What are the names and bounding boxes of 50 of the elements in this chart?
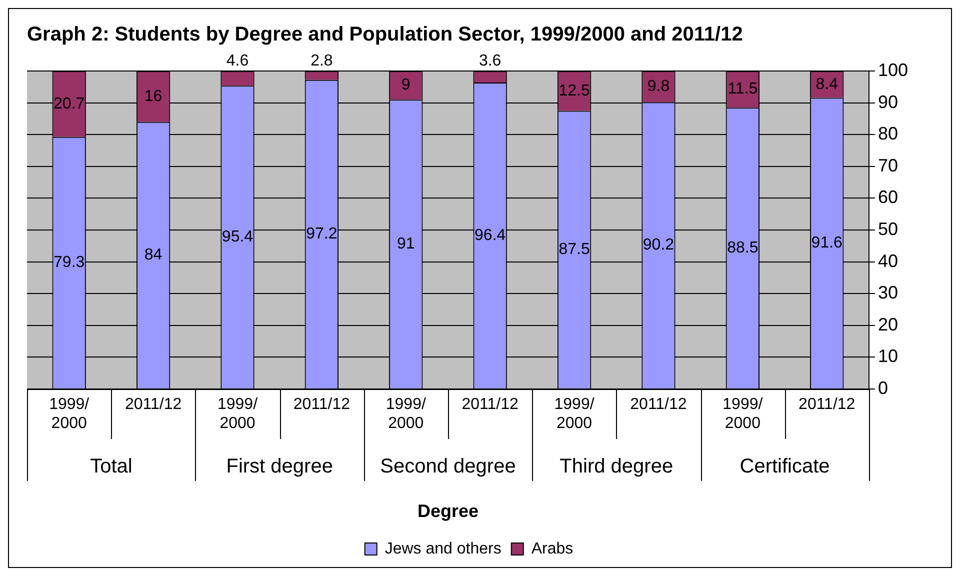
y-tick-label: 100 [878, 60, 908, 80]
x-tick-label: 1999/2000 [722, 396, 764, 432]
x-tick-label: 1999/2000 [49, 396, 90, 432]
x-tick-label: 2011/12 [124, 396, 182, 414]
x-tick-label: 1999/2000 [217, 396, 258, 432]
text: Second degree [380, 456, 516, 478]
y-tick-label: 90 [878, 92, 898, 112]
data-label: 91.6 [811, 234, 843, 252]
data-label: 4.6 [226, 52, 249, 70]
data-label: 96.4 [474, 226, 506, 244]
text: Third degree [560, 456, 674, 478]
legend-label: Jews and others [384, 540, 502, 558]
data-label: 11.5 [728, 80, 758, 98]
text: Certificate [740, 456, 830, 478]
data-label: 8.4 [816, 76, 838, 93]
data-label: 3.6 [478, 52, 502, 70]
x-tick-label: 2011/12 [798, 396, 856, 414]
x-tick-label: 1999/2000 [386, 396, 426, 432]
data-label: 2.8 [310, 52, 333, 70]
data-label: 16 [144, 88, 162, 105]
y-tick-label: 30 [878, 282, 898, 303]
data-label: 97.2 [306, 226, 338, 243]
data-label: 88.5 [727, 239, 758, 256]
y-tick-label: 80 [878, 124, 898, 144]
y-tick-label: 0 [878, 378, 888, 398]
x-tick-label: 2011/12 [293, 396, 350, 414]
y-tick-label: 40 [878, 250, 898, 271]
data-label: 91 [396, 235, 415, 252]
data-label: 9.8 [647, 78, 670, 95]
y-tick-label: 50 [878, 218, 898, 239]
data-label: 90.2 [642, 236, 674, 254]
data-label: 84 [144, 246, 162, 264]
chart-title: Graph 2: Students by Degree and Population Sector, 1999/2000 and 2011/12 [27, 24, 743, 46]
y-tick-label: 10 [878, 346, 898, 366]
x-tick-label: 2011/12 [630, 396, 687, 414]
data-label: 12.5 [558, 82, 590, 100]
y-tick-label: 20 [878, 314, 898, 334]
x-axis-title: Degree [417, 501, 478, 522]
y-tick-label: 60 [878, 187, 898, 208]
data-label: 95.4 [222, 228, 254, 246]
x-tick-label: 1999/2000 [554, 396, 595, 432]
text: First degree [226, 456, 333, 478]
data-label: 9 [401, 76, 410, 94]
legend-label: Arabs [531, 540, 574, 558]
data-label: 79.3 [54, 254, 85, 272]
x-tick-label: 2011/12 [462, 396, 519, 414]
data-label: 87.5 [558, 241, 590, 258]
data-label: 20.7 [54, 95, 85, 112]
text: Total [90, 456, 132, 478]
y-tick-label: 70 [878, 155, 898, 176]
